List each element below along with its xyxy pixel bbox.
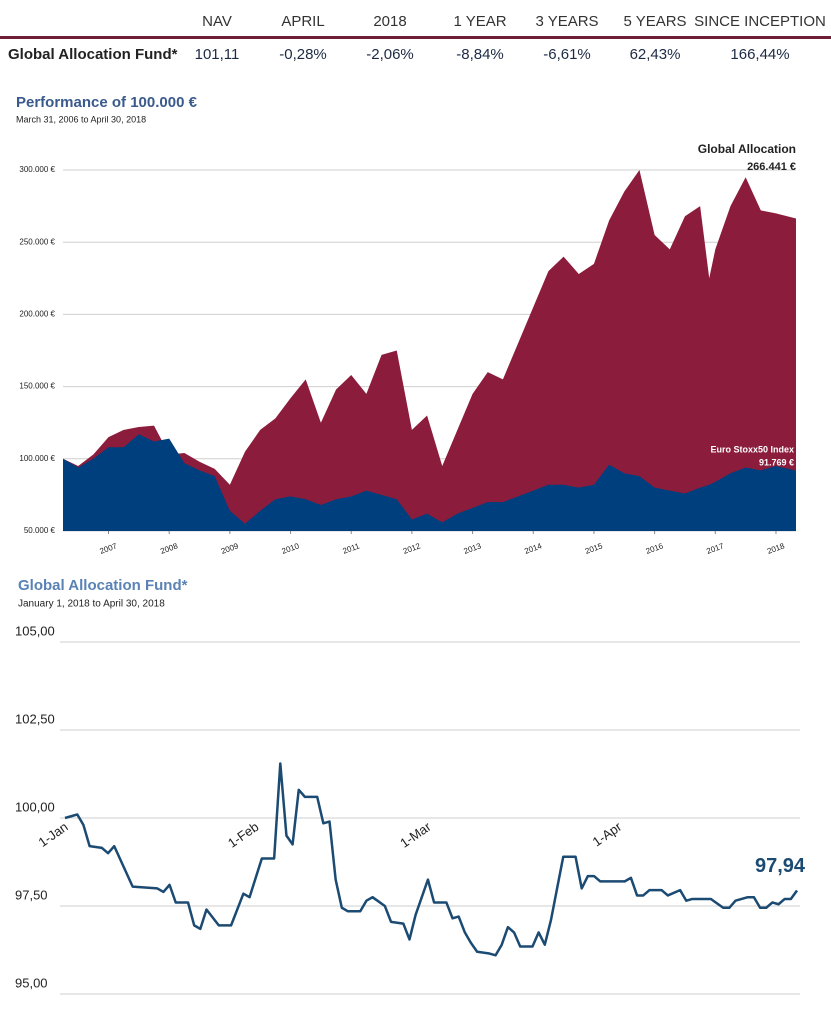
- chart-title: Performance of 100.000 €: [16, 94, 198, 111]
- table-cell: 101,11: [195, 46, 240, 63]
- x-tick-label: 2018: [766, 541, 786, 556]
- table-cell: -8,84%: [456, 46, 504, 63]
- x-tick-label: 2016: [645, 541, 665, 556]
- x-tick-label: 2012: [402, 541, 422, 556]
- y-tick-label: 100.000 €: [19, 454, 55, 463]
- y-tick-label: 250.000 €: [19, 237, 55, 246]
- x-tick-label: 1-Feb: [225, 819, 261, 851]
- x-tick-label: 2013: [463, 541, 483, 556]
- y-tick-label: 50.000 €: [24, 526, 56, 535]
- y-tick-label: 150.000 €: [19, 382, 55, 391]
- x-tick-label: 1-Mar: [397, 819, 434, 851]
- x-tick-label: 1-Apr: [590, 819, 625, 850]
- x-tick-label: 2014: [523, 541, 543, 556]
- column-header: APRIL: [281, 13, 324, 30]
- table-cell: 62,43%: [630, 46, 681, 63]
- y-tick-label: 97,50: [15, 887, 48, 902]
- x-tick-label: 2011: [341, 541, 361, 556]
- y-tick-label: 100,00: [15, 799, 55, 814]
- table-cell: -6,61%: [543, 46, 591, 63]
- column-header: 1 YEAR: [453, 13, 506, 30]
- chart-subtitle: March 31, 2006 to April 30, 2018: [16, 114, 146, 124]
- table-rule: [0, 36, 831, 39]
- value-label: 91.769 €: [759, 457, 794, 467]
- x-tick-label: 2010: [281, 541, 301, 556]
- chart-subtitle: January 1, 2018 to April 30, 2018: [18, 599, 165, 610]
- x-tick-label: 1-Jan: [35, 819, 70, 850]
- x-tick-label: 2008: [159, 541, 179, 556]
- column-header: SINCE INCEPTION: [694, 13, 826, 30]
- x-tick-label: 2007: [98, 541, 118, 556]
- column-header: 3 YEARS: [535, 13, 598, 30]
- table-cell: -0,28%: [279, 46, 327, 63]
- column-header: 2018: [373, 13, 406, 30]
- line: [64, 762, 799, 957]
- x-tick-label: 2009: [220, 541, 240, 556]
- y-tick-label: 300.000 €: [19, 165, 55, 174]
- y-tick-label: 105,00: [15, 623, 55, 638]
- table-cell: -2,06%: [366, 46, 414, 63]
- table-cell: 166,44%: [730, 46, 789, 63]
- area: [63, 434, 796, 531]
- x-tick-label: 2017: [705, 541, 725, 556]
- y-tick-label: 102,50: [15, 711, 55, 726]
- y-tick-label: 200.000 €: [19, 310, 55, 319]
- chart-title: Global Allocation Fund*: [18, 577, 188, 594]
- y-tick-label: 95,00: [15, 975, 48, 990]
- column-header: NAV: [202, 13, 232, 30]
- value-label: 97,94: [755, 855, 806, 877]
- column-header: 5 YEARS: [623, 13, 686, 30]
- series-label: Global Allocation: [698, 142, 796, 156]
- row-label: Global Allocation Fund*: [8, 46, 178, 63]
- x-tick-label: 2015: [584, 541, 604, 556]
- area: [63, 170, 796, 531]
- series-label: Euro Stoxx50 Index: [710, 444, 794, 454]
- value-label: 266.441 €: [747, 161, 796, 173]
